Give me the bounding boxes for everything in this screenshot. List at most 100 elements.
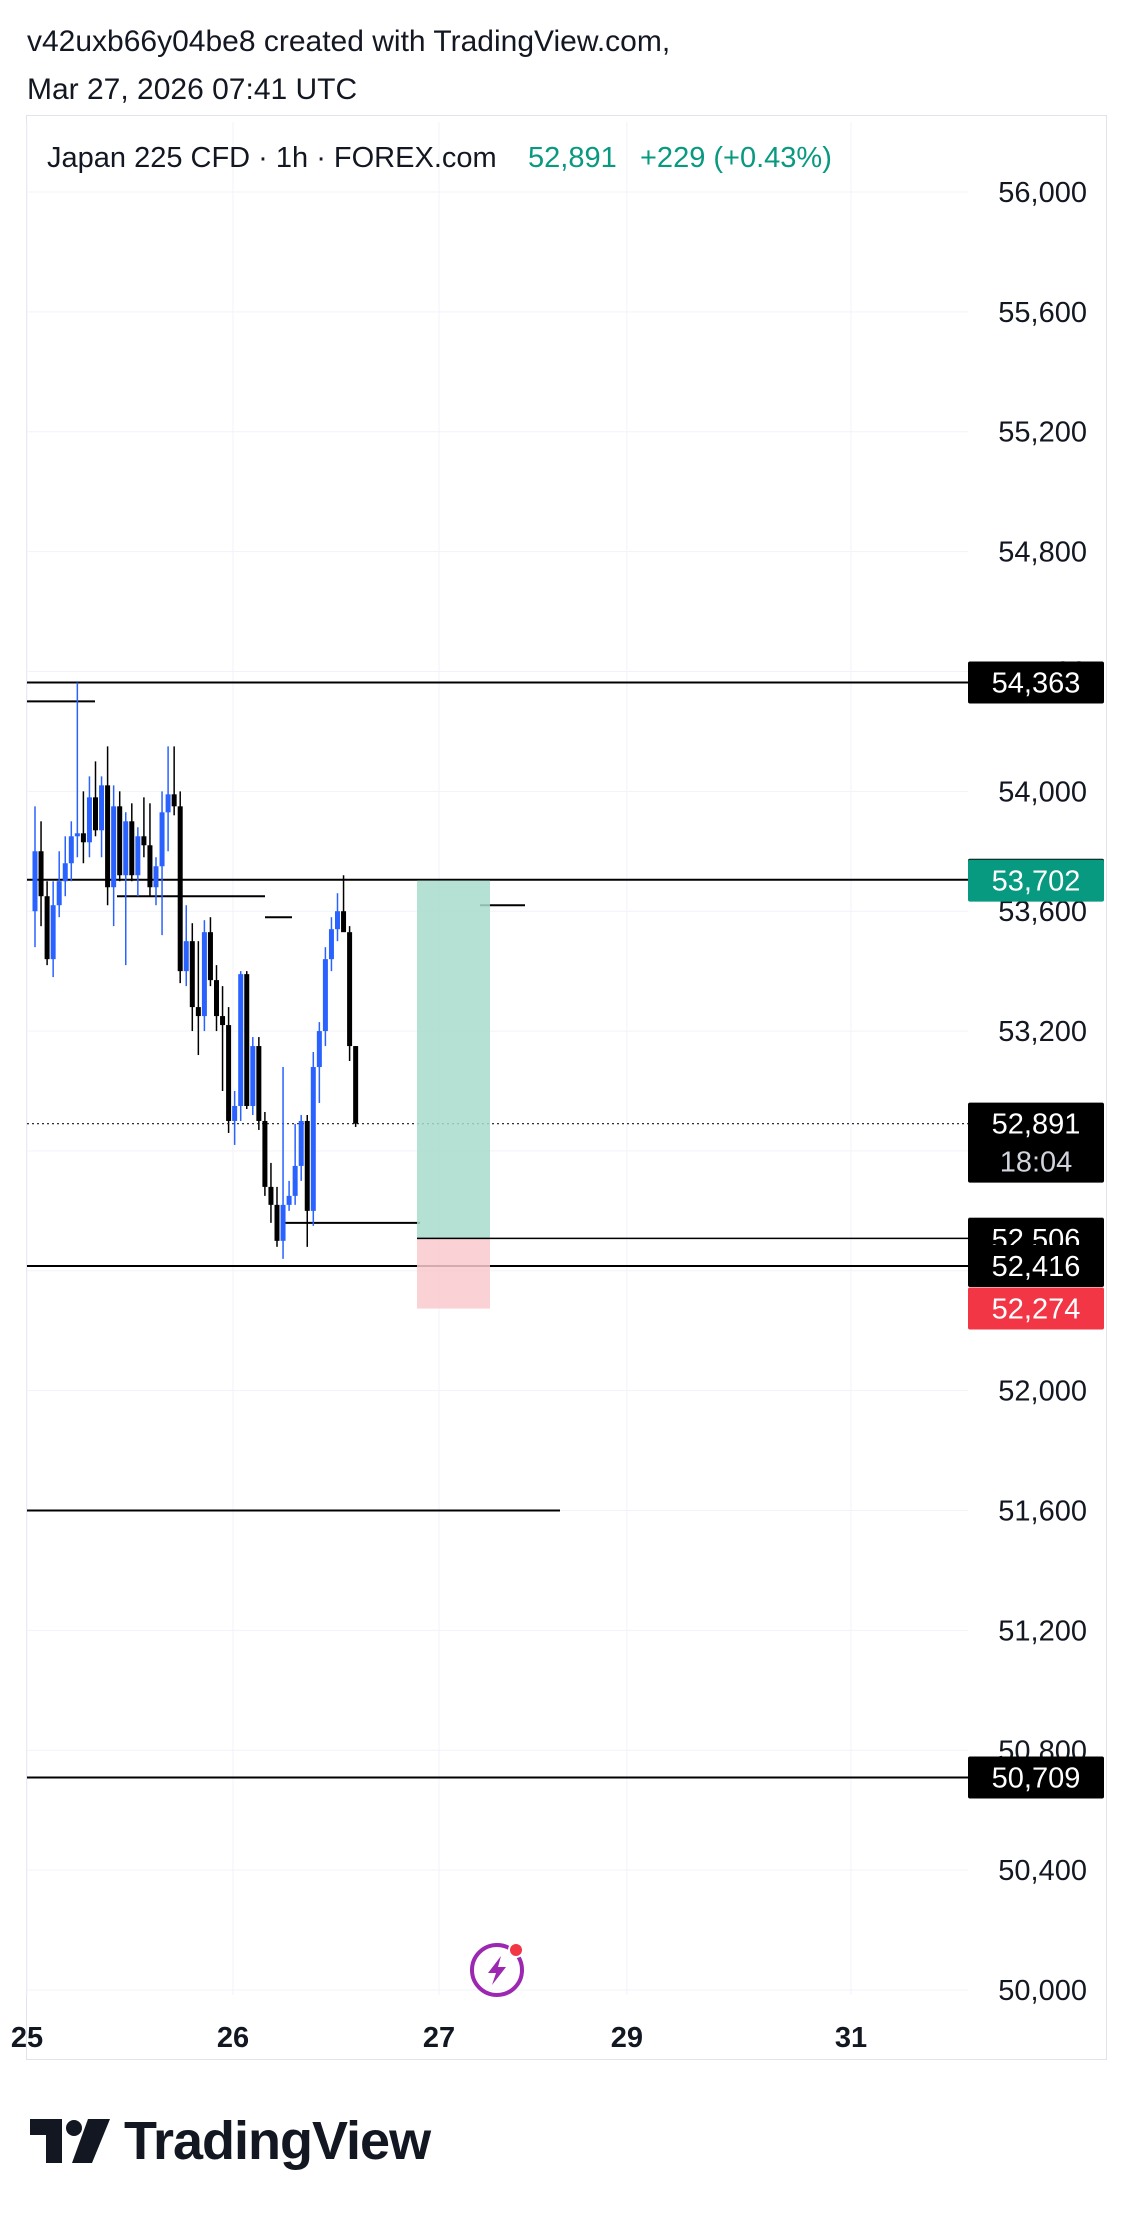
- x-tick-label: 31: [835, 2022, 867, 2054]
- candles: [32, 682, 359, 1259]
- candle-body: [74, 833, 80, 837]
- candle-body: [99, 785, 105, 831]
- candle-body: [256, 1046, 262, 1121]
- candle-body: [117, 806, 123, 876]
- tag-50709-text: 50,709: [992, 1763, 1081, 1795]
- candle-body: [123, 821, 129, 876]
- candle-body: [238, 974, 244, 1106]
- tag-54363[interactable]: [968, 661, 1104, 704]
- lightning-icon[interactable]: [470, 1942, 524, 1997]
- tag-52416[interactable]: [968, 1245, 1104, 1288]
- x-tick-label: 29: [611, 2022, 643, 2054]
- candle-body: [195, 1007, 201, 1017]
- candle-body: [347, 932, 353, 1047]
- symbol-header: Japan 225 CFD · 1h · FOREX.com 52,891 +2…: [47, 142, 832, 174]
- candle-body: [250, 1046, 256, 1106]
- tradingview-brand: TradingView: [30, 2110, 431, 2172]
- tag-54363-text: 54,363: [992, 668, 1081, 700]
- last-price-value: 52,891: [528, 142, 617, 174]
- candle-body: [111, 806, 117, 888]
- tag-target[interactable]: [968, 859, 1104, 902]
- price-tags: 54,36353,70553,70252,89118:0452,50852,50…: [968, 661, 1104, 1799]
- candle-body: [274, 1204, 280, 1241]
- candle-body: [341, 911, 347, 933]
- x-tick-label: 25: [11, 2022, 43, 2054]
- candle-body: [93, 797, 98, 831]
- candle-body: [335, 911, 340, 930]
- candle-body: [50, 905, 56, 960]
- candle-body: [189, 941, 195, 1008]
- y-tick-label: 51,200: [998, 1615, 1087, 1647]
- candle-body: [183, 941, 189, 972]
- tradingview-logo-icon: [30, 2119, 110, 2163]
- candle-body: [304, 1120, 310, 1211]
- candle-body: [286, 1195, 292, 1205]
- candle-body: [214, 980, 219, 1017]
- candle-body: [68, 836, 74, 864]
- tag-50709[interactable]: [968, 1756, 1104, 1799]
- chart-grid: [26, 122, 968, 1995]
- candle-body: [316, 1031, 322, 1068]
- y-tick-label: 54,000: [998, 776, 1087, 808]
- candle-body: [105, 785, 111, 888]
- candle-body: [56, 881, 62, 906]
- y-tick-label: 50,000: [998, 1975, 1087, 2007]
- y-tick-label: 51,600: [998, 1496, 1087, 1528]
- y-tick-label: 53,200: [998, 1016, 1087, 1048]
- candle-body: [268, 1186, 274, 1205]
- symbol-title[interactable]: Japan 225 CFD · 1h · FOREX.com: [47, 142, 497, 174]
- tag-last-price-text: 52,891: [992, 1109, 1081, 1141]
- tag-52416-text: 52,416: [992, 1251, 1081, 1283]
- candle-body: [292, 1165, 298, 1196]
- caption-date-line: Mar 27, 2026 07:41 UTC: [27, 73, 358, 106]
- time-axis: 25 26 27 29 31: [11, 2022, 867, 2054]
- candle-body: [353, 1046, 359, 1124]
- candle-body: [280, 1204, 286, 1241]
- candle-body: [298, 1120, 304, 1166]
- x-tick-label: 26: [217, 2022, 249, 2054]
- candle-body: [310, 1067, 316, 1211]
- candle-body: [62, 863, 68, 882]
- tag-stop[interactable]: [968, 1287, 1104, 1330]
- y-tick-label: 56,000: [998, 177, 1087, 209]
- candle-body: [153, 866, 159, 888]
- candle-body: [201, 932, 207, 1017]
- price-axis: 56,00055,60055,20054,80054,40054,00053,6…: [998, 177, 1087, 2007]
- candle-body: [147, 845, 153, 888]
- candle-body: [177, 806, 183, 972]
- candle-body: [226, 1025, 232, 1121]
- countdown-text: 18:04: [1000, 1147, 1073, 1179]
- target-zone[interactable]: [417, 880, 490, 1239]
- chart-caption: v42uxb66y04be8 created with TradingView.…: [27, 18, 670, 114]
- brand-wordmark: TradingView: [124, 2111, 431, 2171]
- tag-target-text: 53,702: [992, 866, 1081, 898]
- candle-body: [232, 1105, 238, 1121]
- y-tick-label: 54,800: [998, 537, 1087, 569]
- y-tick-label: 50,400: [998, 1855, 1087, 1887]
- candle-body: [328, 929, 334, 960]
- candle-body: [171, 794, 177, 807]
- x-tick-label: 27: [423, 2022, 455, 2054]
- candle-body: [86, 797, 92, 843]
- tag-last-price[interactable]: [968, 1102, 1104, 1183]
- caption-author-line: v42uxb66y04be8 created with TradingView.…: [27, 25, 671, 58]
- candle-body: [262, 1120, 268, 1187]
- candle-body: [135, 836, 141, 876]
- candle-body: [80, 833, 86, 843]
- candle-body: [165, 794, 171, 813]
- y-tick-label: 55,200: [998, 417, 1087, 449]
- candle-body: [129, 821, 135, 876]
- tag-stop-text: 52,274: [992, 1294, 1081, 1326]
- candle-body: [207, 932, 213, 981]
- candle-body: [322, 959, 328, 1032]
- price-change: +229 (+0.43%): [640, 142, 832, 174]
- candle-body: [220, 1016, 226, 1026]
- candle-body: [141, 836, 147, 846]
- position-zones: [417, 880, 968, 1309]
- stop-zone[interactable]: [417, 1238, 490, 1309]
- candle-body: [32, 851, 38, 912]
- y-tick-label: 52,000: [998, 1376, 1087, 1408]
- candle-body: [159, 812, 165, 867]
- candle-body: [44, 896, 50, 960]
